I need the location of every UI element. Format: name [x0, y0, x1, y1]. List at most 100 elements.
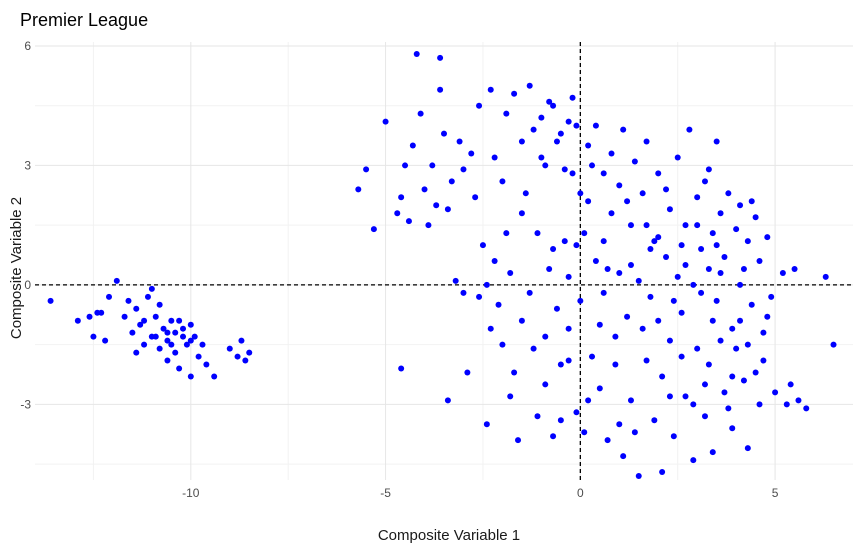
- data-point: [639, 325, 646, 332]
- data-point: [187, 373, 194, 380]
- data-point: [635, 473, 642, 480]
- data-point: [456, 138, 463, 145]
- data-point: [246, 349, 253, 356]
- data-point: [90, 333, 97, 340]
- data-point: [725, 405, 732, 412]
- data-point: [526, 289, 533, 296]
- data-point: [106, 293, 113, 300]
- data-point: [129, 329, 136, 336]
- data-point: [573, 122, 580, 129]
- data-point: [631, 429, 638, 436]
- x-tick-label: -5: [380, 486, 391, 500]
- data-point: [748, 301, 755, 308]
- data-point: [429, 162, 436, 169]
- data-point: [655, 170, 662, 177]
- data-point: [643, 222, 650, 229]
- data-point: [172, 329, 179, 336]
- data-point: [152, 313, 159, 320]
- data-point: [740, 265, 747, 272]
- data-point: [355, 186, 362, 193]
- data-point: [600, 289, 607, 296]
- data-point: [238, 337, 245, 344]
- data-point: [608, 150, 615, 157]
- data-point: [643, 357, 650, 364]
- data-point: [604, 265, 611, 272]
- data-point: [635, 277, 642, 284]
- x-axis-label: Composite Variable 1: [378, 527, 520, 544]
- data-point: [565, 357, 572, 364]
- data-point: [678, 242, 685, 249]
- data-point: [176, 317, 183, 324]
- data-point: [148, 285, 155, 292]
- data-point: [585, 397, 592, 404]
- data-point: [433, 202, 440, 209]
- data-point: [242, 357, 249, 364]
- data-point: [199, 341, 206, 348]
- data-point: [507, 393, 514, 400]
- data-point: [234, 353, 241, 360]
- data-point: [791, 265, 798, 272]
- data-point: [682, 261, 689, 268]
- data-point: [752, 369, 759, 376]
- data-point: [666, 337, 673, 344]
- data-point: [565, 325, 572, 332]
- data-point: [573, 242, 580, 249]
- data-point: [674, 154, 681, 161]
- grid: [35, 42, 853, 480]
- data-point: [550, 246, 557, 253]
- data-point: [608, 210, 615, 217]
- data-point: [713, 242, 720, 249]
- x-tick-label: -10: [182, 486, 200, 500]
- data-point: [565, 118, 572, 125]
- data-point: [164, 329, 171, 336]
- data-point: [737, 202, 744, 209]
- data-point: [729, 373, 736, 380]
- data-point: [487, 86, 494, 93]
- data-point: [405, 218, 412, 225]
- data-point: [534, 413, 541, 420]
- data-point: [511, 90, 518, 97]
- data-point: [168, 317, 175, 324]
- data-point: [448, 178, 455, 185]
- data-point: [47, 297, 54, 304]
- data-point: [620, 126, 627, 133]
- data-point: [682, 222, 689, 229]
- data-point: [631, 158, 638, 165]
- data-point: [592, 258, 599, 264]
- data-point: [180, 325, 187, 332]
- data-point: [616, 269, 623, 276]
- data-point: [787, 381, 794, 388]
- data-point: [596, 321, 603, 328]
- data-point: [561, 238, 568, 245]
- data-point: [511, 369, 518, 376]
- data-point: [596, 385, 603, 392]
- data-point: [725, 190, 732, 197]
- data-point: [604, 437, 611, 444]
- data-point: [113, 277, 120, 284]
- data-point: [569, 94, 576, 101]
- data-point: [409, 142, 416, 149]
- y-tick-label: 6: [24, 39, 31, 53]
- data-point: [627, 222, 634, 229]
- data-point: [203, 361, 210, 368]
- data-point: [569, 170, 576, 177]
- data-point: [616, 421, 623, 428]
- data-point: [191, 333, 198, 340]
- data-point: [678, 353, 685, 360]
- data-point: [748, 198, 755, 205]
- data-point: [86, 313, 93, 320]
- data-point: [183, 341, 190, 348]
- data-point: [226, 345, 233, 352]
- data-point: [121, 313, 128, 320]
- data-point: [616, 182, 623, 189]
- data-point: [670, 433, 677, 440]
- data-point: [553, 305, 560, 312]
- data-point: [600, 238, 607, 245]
- data-point: [125, 297, 132, 304]
- y-axis-ticks: -3 0 3 6: [20, 39, 31, 411]
- data-point: [760, 329, 767, 336]
- data-point: [744, 238, 751, 245]
- data-point: [561, 166, 568, 173]
- data-point: [472, 194, 479, 201]
- data-point: [542, 381, 549, 388]
